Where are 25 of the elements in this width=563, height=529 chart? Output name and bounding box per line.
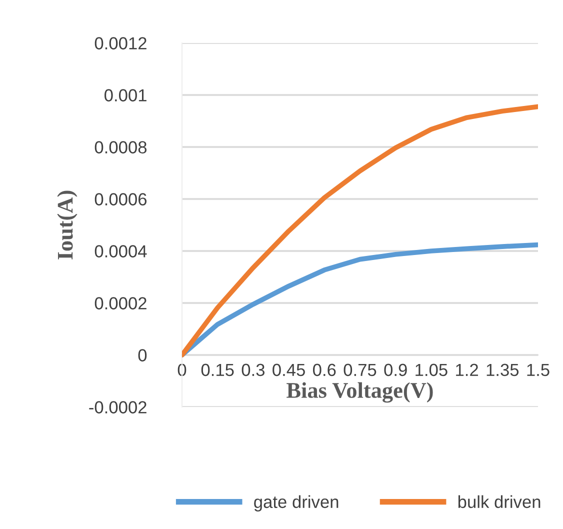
y-tick-label: 0.0008 [94,141,147,154]
x-tick-label: 0.15 [201,364,234,376]
y-axis-title: Iout(A) [57,190,78,260]
x-tick-label: 0.75 [344,364,376,376]
y-tick-label: 0.0004 [94,245,147,258]
x-tick-label: 1.2 [456,364,478,376]
x-tick-label: 1.35 [486,364,519,376]
x-tick-label: 0 [178,364,186,376]
x-tick-label: 0.45 [272,364,305,376]
x-tick-label: 0.3 [242,364,265,376]
y-tick-label: 0.0012 [94,37,146,50]
x-tick-label: 0.6 [313,364,336,376]
legend-label: bulk driven [458,495,540,508]
line-series [182,104,538,358]
x-tick-label: 0.9 [384,364,407,376]
x-tick-label: 1.5 [527,364,550,376]
y-tick-label: 0.001 [104,89,146,102]
y-tick-label: -0.0002 [89,401,146,414]
y-tick-label: 0 [138,349,147,362]
legend-label: gate driven [254,495,338,512]
x-axis-title: Bias Voltage(V) [286,382,433,403]
x-tick-label: 1.05 [416,364,448,376]
line-series [182,242,538,358]
y-tick-label: 0.0006 [94,193,147,206]
y-tick-label: 0.0002 [94,297,146,310]
